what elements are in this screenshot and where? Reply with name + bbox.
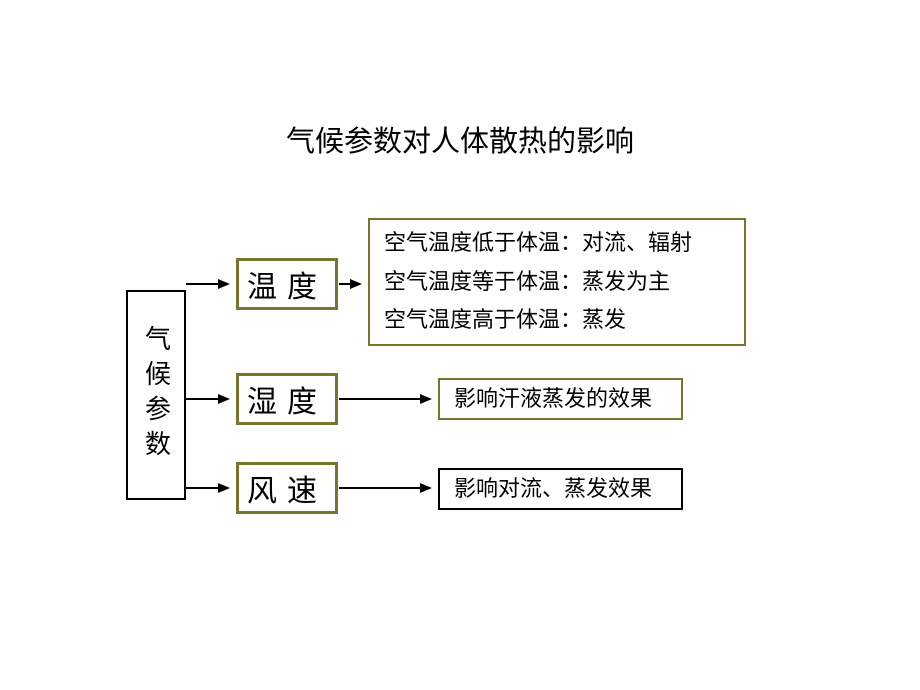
detail-line: 空气温度等于体温：蒸发为主 bbox=[384, 263, 670, 302]
edge-line bbox=[339, 398, 422, 400]
edge-arrowhead bbox=[218, 394, 230, 404]
edge-arrowhead bbox=[420, 394, 432, 404]
edge-line bbox=[339, 487, 422, 489]
param-node-wind-speed: 风速 bbox=[236, 462, 338, 514]
param-label: 湿度 bbox=[247, 377, 327, 421]
edge-arrowhead bbox=[350, 279, 362, 289]
param-node-temperature: 温度 bbox=[236, 258, 338, 310]
detail-line: 影响对流、蒸发效果 bbox=[454, 470, 652, 509]
edge-line bbox=[186, 487, 220, 489]
detail-node-humidity: 影响汗液蒸发的效果 bbox=[438, 378, 683, 420]
edge-line bbox=[186, 283, 220, 285]
detail-node-temperature: 空气温度低于体温：对流、辐射 空气温度等于体温：蒸发为主 空气温度高于体温：蒸发 bbox=[368, 218, 746, 346]
param-label: 风速 bbox=[247, 466, 327, 510]
edge-arrowhead bbox=[420, 483, 432, 493]
edge-arrowhead bbox=[218, 483, 230, 493]
edge-arrowhead bbox=[218, 279, 230, 289]
root-node-label: 气候参数 bbox=[138, 325, 175, 465]
detail-line: 空气温度高于体温：蒸发 bbox=[384, 301, 626, 340]
diagram-title: 气候参数对人体散热的影响 bbox=[286, 118, 634, 160]
param-node-humidity: 湿度 bbox=[236, 373, 338, 425]
param-label: 温度 bbox=[247, 262, 327, 306]
detail-node-wind-speed: 影响对流、蒸发效果 bbox=[438, 468, 683, 510]
detail-line: 空气温度低于体温：对流、辐射 bbox=[384, 224, 692, 263]
edge-line bbox=[186, 398, 220, 400]
root-node-climate-params: 气候参数 bbox=[126, 290, 186, 500]
detail-line: 影响汗液蒸发的效果 bbox=[454, 380, 652, 419]
